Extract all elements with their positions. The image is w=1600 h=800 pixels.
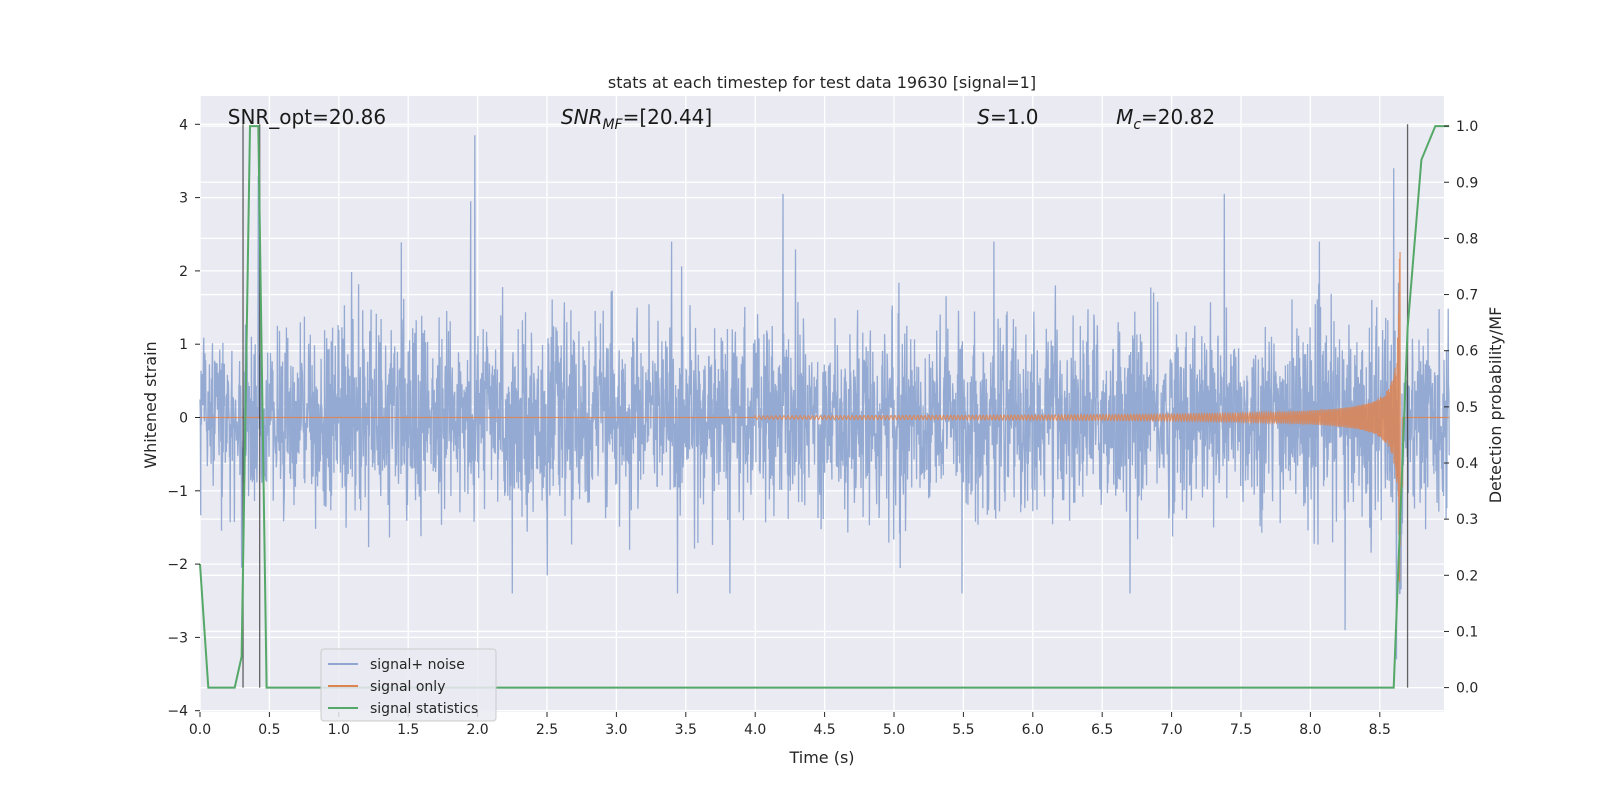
y2-tick-label: 0.5 [1456, 400, 1478, 416]
x-tick-label: 7.5 [1230, 722, 1252, 738]
x-tick-label: 2.0 [466, 722, 488, 738]
x-tick-label: 6.5 [1091, 722, 1113, 738]
y2-axis-label: Detection probability/MF [1486, 307, 1505, 504]
x-tick-label: 3.5 [675, 722, 697, 738]
y-tick-label: −1 [167, 484, 188, 500]
x-tick-label: 5.5 [952, 722, 974, 738]
annotations: SNR_opt=20.86 SNRMF=[20.44] S=1.0 Mc=20.82 [228, 105, 1215, 133]
legend-label-signal-plus-noise: signal+ noise [370, 657, 465, 673]
y2-tick-label: 0.1 [1456, 624, 1478, 640]
x-tick-label: 8.0 [1299, 722, 1321, 738]
signal-statistics-line [199, 125, 1450, 689]
x-tick-label: 4.0 [744, 722, 766, 738]
signal-only-line [200, 251, 1450, 582]
x-tick-label: 8.5 [1369, 722, 1391, 738]
series-signal-only [200, 251, 1450, 582]
legend: signal+ noise signal only signal statist… [320, 648, 497, 722]
x-tick-label: 6.0 [1022, 722, 1044, 738]
x-tick-label: 7.0 [1160, 722, 1182, 738]
y-tick-label: 1 [179, 337, 188, 353]
x-tick-label: 0.0 [189, 722, 211, 738]
y2-tick-label: 0.0 [1456, 681, 1478, 697]
x-tick-label: 1.0 [328, 722, 350, 738]
y-axis-label: Whitened strain [141, 341, 160, 468]
y2-tick-label: 0.6 [1456, 344, 1478, 360]
y-axis-ticks: −4 −3 −2 −1 0 1 2 3 4 [167, 117, 200, 720]
y-tick-label: 3 [179, 191, 188, 207]
x-tick-label: 4.5 [813, 722, 835, 738]
legend-label-signal-statistics: signal statistics [370, 701, 478, 717]
x-axis-label: Time (s) [788, 748, 854, 767]
y2-axis-ticks: 0.0 0.1 0.2 0.3 0.4 0.5 0.6 0.7 0.8 0.9 1.0 [1444, 119, 1478, 697]
y2-tick-label: 0.8 [1456, 231, 1478, 247]
x-tick-label: 5.0 [883, 722, 905, 738]
y-tick-label: −2 [167, 557, 188, 573]
chart-title: stats at each timestep for test data 196… [608, 73, 1036, 92]
x-tick-label: 0.5 [258, 722, 280, 738]
y2-tick-label: 0.9 [1456, 175, 1478, 191]
legend-box [320, 648, 497, 722]
y-tick-label: 0 [179, 411, 188, 427]
x-axis-ticks: 0.0 0.5 1.0 1.5 2.0 2.5 3.0 3.5 4.0 4.5 5.0 5.5 6.0 6… [189, 712, 1391, 738]
annotation-text: SNRMF=[20.44] [561, 105, 712, 133]
x-tick-label: 2.5 [536, 722, 558, 738]
annotation-text: Mc=20.82 [1116, 105, 1215, 133]
x-tick-label: 3.0 [605, 722, 627, 738]
annotation-text: SNR_opt=20.86 [228, 105, 386, 129]
series-signal-statistics [199, 125, 1450, 689]
y2-tick-label: 1.0 [1456, 119, 1478, 135]
y2-tick-label: 0.3 [1456, 512, 1478, 528]
y-tick-label: 2 [179, 264, 188, 280]
y-tick-label: −4 [167, 704, 188, 720]
x-tick-label: 1.5 [397, 722, 419, 738]
y2-tick-label: 0.2 [1456, 568, 1478, 584]
y2-tick-label: 0.4 [1456, 456, 1478, 472]
legend-label-signal-only: signal only [370, 679, 445, 695]
y-tick-label: 4 [179, 117, 188, 133]
y2-tick-label: 0.7 [1456, 288, 1478, 304]
annotation-text: S=1.0 [977, 105, 1038, 129]
y-tick-label: −3 [167, 630, 188, 646]
